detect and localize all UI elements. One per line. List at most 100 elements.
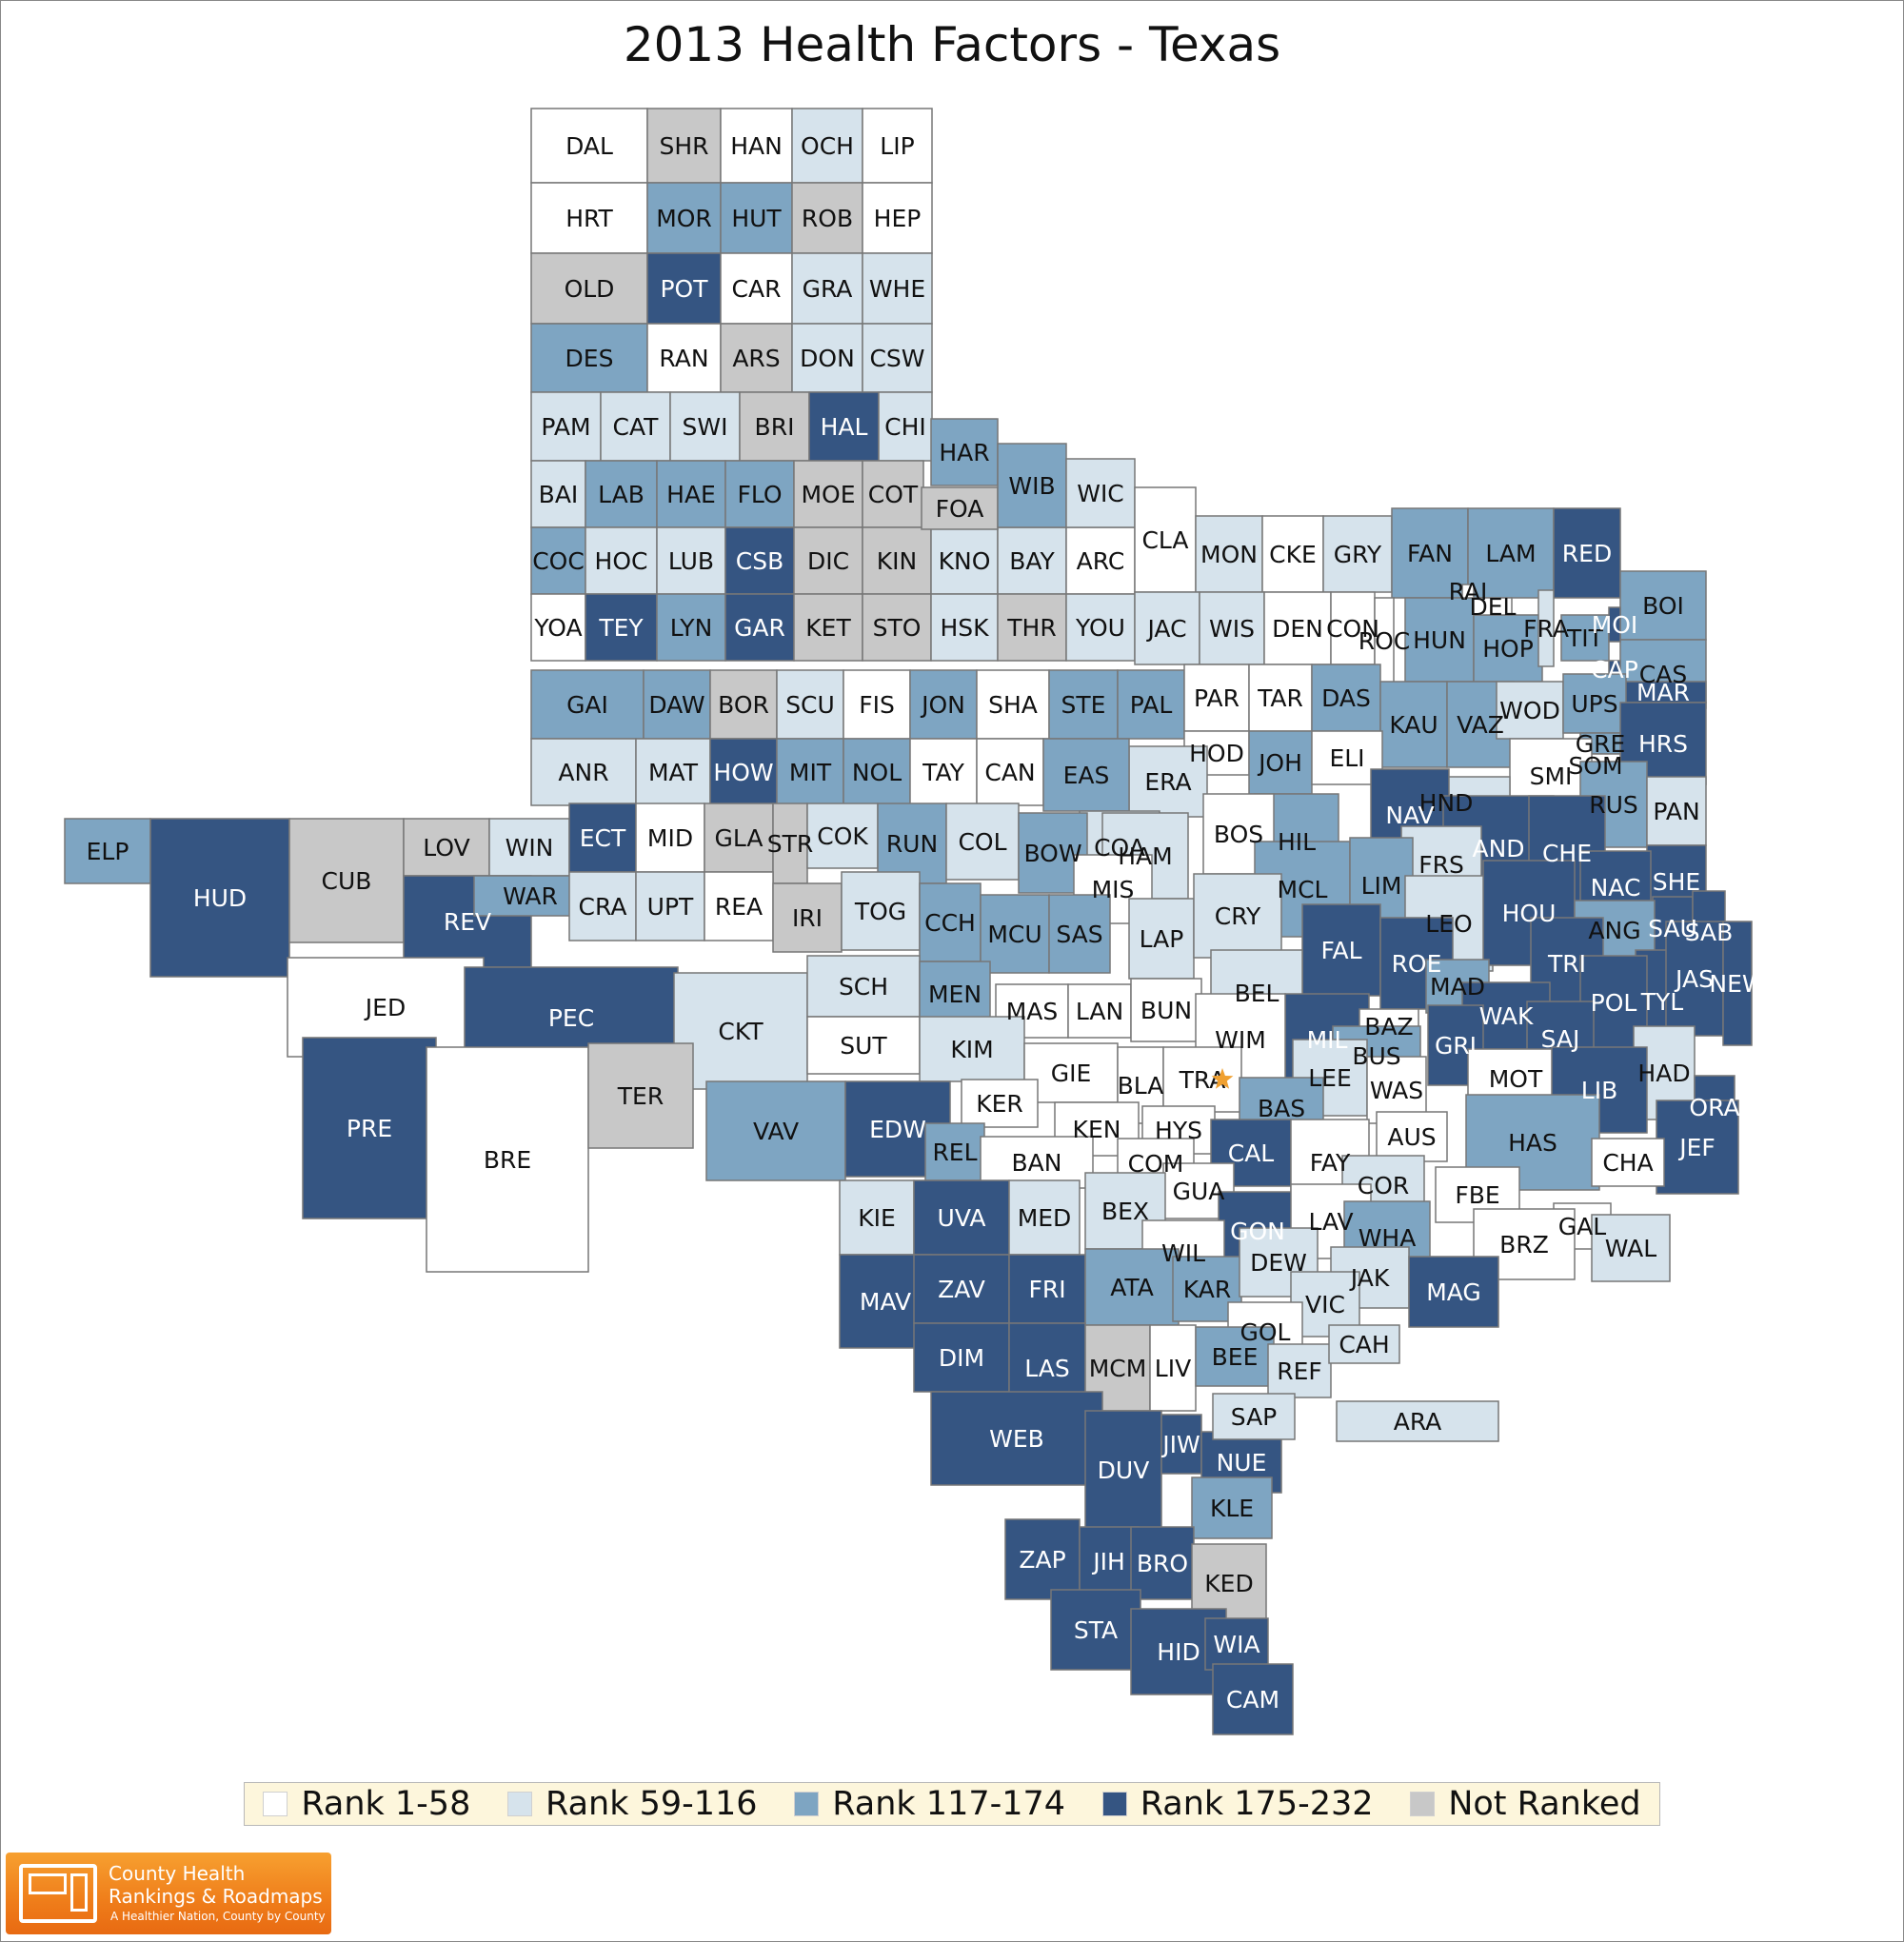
county-label: SHE (1653, 868, 1700, 896)
county-label: BAZ (1364, 1013, 1413, 1040)
county-flo (724, 460, 795, 528)
county-vav (705, 1080, 846, 1181)
county-label: CAL (1228, 1139, 1275, 1167)
county-label: MEN (928, 981, 982, 1008)
county-col (945, 803, 1020, 881)
county-you (1065, 593, 1136, 662)
legend-label: Rank 59-116 (545, 1785, 758, 1823)
county-label: VAV (753, 1118, 799, 1145)
county-label: MAT (648, 759, 699, 786)
county-ran (646, 323, 722, 393)
county-label: DON (800, 345, 855, 372)
county-label: DAS (1321, 684, 1371, 712)
county-tit (1560, 614, 1610, 662)
county-label: COL (958, 828, 1006, 856)
county-label: FAY (1310, 1149, 1351, 1177)
county-ban (980, 1136, 1094, 1189)
county-label: NOL (852, 759, 902, 786)
county-win (488, 818, 570, 877)
county-moi (1608, 606, 1621, 643)
county-label: WEB (989, 1425, 1044, 1453)
county-label: NEW (1709, 970, 1765, 998)
county-kie (839, 1179, 915, 1256)
county-label: CAR (732, 275, 782, 303)
county-label: MAV (860, 1288, 911, 1316)
county-label: HOW (713, 759, 773, 786)
county-label: JIW (1160, 1431, 1200, 1458)
county-aus (1376, 1111, 1448, 1162)
county-label: ARC (1077, 547, 1125, 575)
county-label: ECT (580, 824, 626, 852)
county-label: MAR (1636, 679, 1690, 706)
county-boi (1619, 570, 1707, 641)
county-label: NUE (1217, 1449, 1267, 1476)
county-label: BAS (1258, 1095, 1305, 1122)
county-label: LIV (1155, 1355, 1191, 1382)
county-sto (862, 593, 932, 662)
county-label: BRI (755, 413, 795, 441)
county-new (1722, 921, 1753, 1046)
county-label: BOW (1023, 840, 1081, 867)
county-sta (1050, 1589, 1141, 1671)
county-label: HAM (1118, 842, 1172, 870)
county-label: EAS (1063, 762, 1110, 789)
county-label: FAN (1407, 540, 1453, 567)
county-label: PAL (1130, 691, 1173, 719)
county-label: KAU (1389, 711, 1438, 739)
county-label: REA (715, 893, 763, 921)
county-label: GRI (1435, 1032, 1477, 1060)
county-label: BAI (539, 481, 579, 508)
county-label: GLA (715, 824, 764, 852)
county-label: BUS (1352, 1042, 1400, 1070)
county-label: SCU (785, 691, 835, 719)
county-label: SAB (1685, 919, 1734, 946)
county-old (530, 252, 648, 325)
county-med (1008, 1179, 1081, 1256)
legend-label: Rank 175-232 (1140, 1785, 1374, 1823)
county-label: CKE (1269, 541, 1317, 568)
county-label: HUT (731, 205, 782, 232)
legend-label: Rank 1-58 (301, 1785, 471, 1823)
county-label: MAD (1430, 973, 1485, 1001)
county-label: FRS (1418, 851, 1464, 879)
county-label: COR (1358, 1172, 1410, 1199)
county-label: GRA (803, 275, 853, 303)
county-label: LAP (1140, 925, 1184, 953)
county-label: GRE (1576, 730, 1626, 758)
county-label: KAR (1183, 1276, 1231, 1303)
county-label: FBE (1455, 1181, 1499, 1209)
county-label: SAJ (1541, 1025, 1580, 1053)
county-label: ANR (558, 759, 608, 786)
county-label: CCH (924, 909, 976, 937)
county-cam (1212, 1663, 1294, 1735)
county-label: ANG (1588, 917, 1640, 944)
county-label: LAS (1024, 1355, 1069, 1382)
county-label: ARS (732, 345, 780, 372)
county-label: CSB (736, 547, 783, 575)
county-ref (1267, 1343, 1332, 1398)
county-label: LIM (1361, 872, 1402, 900)
county-label: JON (920, 691, 965, 719)
county-label: CHI (884, 413, 926, 441)
county-label: TRI (1547, 950, 1586, 978)
county-kle (1191, 1476, 1273, 1539)
county-label: FRI (1028, 1276, 1065, 1303)
county-pot (646, 252, 722, 325)
county-tar (1248, 664, 1313, 732)
county-label: SAU (1648, 915, 1697, 942)
county-label: TAY (922, 759, 964, 786)
county-label: SUT (840, 1032, 887, 1060)
county-label: BEL (1235, 980, 1279, 1007)
county-ect (568, 803, 637, 873)
county-label: ROC (1359, 627, 1411, 655)
county-label: RUS (1589, 791, 1638, 819)
county-cch (919, 882, 982, 962)
county-label: EDW (869, 1116, 926, 1143)
county-label: STA (1074, 1616, 1118, 1644)
county-nol (843, 738, 911, 806)
county-label: ARA (1394, 1408, 1442, 1436)
county-label: WIA (1213, 1631, 1259, 1658)
county-label: IRI (792, 904, 823, 932)
legend-swatch (794, 1792, 820, 1816)
county-pam (530, 391, 602, 462)
